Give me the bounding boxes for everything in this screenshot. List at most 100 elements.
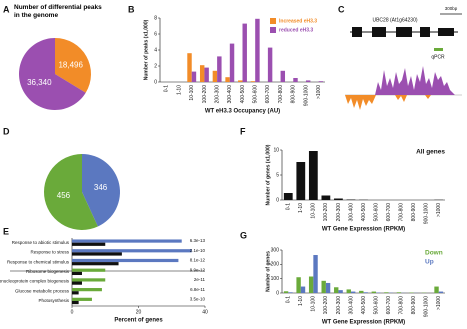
bar (321, 195, 331, 200)
bar (296, 162, 306, 200)
annotation: All genes (416, 149, 445, 156)
x-tick-label: 600-700 (265, 85, 271, 104)
x-tick-label: 1-10 (298, 296, 304, 306)
bar (396, 292, 402, 293)
x-tick-label: 300-400 (227, 85, 233, 104)
category-label: Response to chemical stimulus (7, 259, 70, 264)
bar (363, 292, 368, 293)
x-tick-label: 20 (136, 309, 142, 315)
bar (334, 287, 339, 293)
bar (255, 18, 260, 82)
bar (293, 78, 298, 82)
bar (308, 276, 314, 293)
bar (359, 290, 364, 293)
y-tick-label: 0 (276, 290, 279, 296)
bar (350, 291, 356, 293)
bar (72, 268, 106, 272)
bar (72, 271, 82, 276)
x-axis-label: WT Gene Expression (RPKM) (322, 227, 405, 233)
p-value: 8.1e-12 (190, 258, 206, 263)
panel-letter: C (338, 4, 345, 14)
x-axis-label: WT Gene Expression (RPKM) (322, 320, 405, 326)
legend-swatch (270, 27, 276, 33)
bar (242, 23, 247, 83)
p-value: 3.5e-10 (190, 297, 206, 302)
pie-slice (82, 154, 121, 227)
y-axis-label: Number of peaks (x1,000) (143, 19, 149, 80)
bar (334, 198, 343, 200)
x-tick-label: 600-700 (386, 203, 392, 222)
panel-letter: F (240, 126, 246, 136)
x-tick-label: 700-800 (398, 296, 404, 315)
bar (325, 282, 331, 293)
x-tick-label: 0-1 (286, 203, 292, 210)
x-tick-label: 500-600 (253, 85, 259, 104)
legend-swatch (270, 18, 276, 24)
bar (229, 43, 235, 82)
category-label: Ribonucleoprotein complex biogenesis (0, 279, 70, 284)
bar (250, 81, 256, 82)
gene-name: UBC28 (At1g64230) (372, 17, 417, 23)
x-tick-label: 500-600 (373, 203, 379, 222)
x-tick-label: 10-100 (189, 85, 195, 101)
y-tick-label: 8 (154, 15, 157, 21)
x-tick-label: 800-900 (411, 296, 417, 315)
panel-letter: E (3, 226, 9, 236)
bar (308, 151, 318, 200)
y-tick-label: 200 (271, 262, 280, 268)
x-tick-label: 0-1 (164, 85, 170, 92)
x-tick-label: 400-500 (361, 203, 367, 222)
x-tick-label: 100-200 (202, 85, 208, 104)
slice-label: 36,340 (27, 78, 52, 87)
x-tick-label: 0-1 (286, 296, 292, 303)
bar (187, 53, 192, 82)
legend-label: Up (425, 259, 434, 266)
y-tick-label: 100 (271, 276, 280, 282)
x-tick-label: 900-1000 (424, 296, 430, 317)
p-value: 2.1e-10 (190, 248, 206, 253)
bar (72, 249, 192, 253)
category-label: Photosynthesis (38, 298, 69, 303)
x-tick-label: 100-200 (323, 203, 329, 222)
bar (72, 278, 106, 282)
x-tick-label: 200-300 (214, 85, 220, 104)
qpcr-label: qPCR (431, 54, 445, 60)
x-axis-label: WT eH3.3 Occupancy (AU) (205, 109, 280, 115)
bar (296, 277, 301, 293)
x-tick-label: 700-800 (398, 203, 404, 222)
x-tick-label: 1-10 (176, 85, 182, 95)
bar (346, 289, 351, 293)
x-tick-label: 10-100 (311, 203, 317, 219)
x-tick-label: 300-400 (348, 296, 354, 315)
bar (204, 67, 209, 82)
bar (72, 281, 82, 285)
x-tick-label: 800-900 (291, 85, 297, 104)
y-tick-label: 0 (276, 197, 279, 203)
p-value: 6.3e-13 (190, 238, 206, 243)
x-tick-label: 200-300 (336, 296, 342, 315)
bar (288, 292, 293, 293)
panel-letter: D (3, 126, 10, 136)
panel-letter: A (3, 4, 10, 14)
bar (72, 288, 102, 292)
bar (384, 292, 389, 293)
bar (321, 280, 326, 293)
y-tick-label: 0 (154, 79, 157, 85)
bar (217, 56, 222, 82)
pie-slice (44, 154, 98, 230)
y-axis-label: Number of genes (x1,000) (265, 144, 271, 205)
bar (72, 239, 182, 243)
bar (305, 80, 311, 82)
bar (280, 70, 286, 82)
slice-label: 456 (57, 191, 71, 200)
legend-label: reduced eH3.3 (279, 27, 313, 33)
x-tick-label: 40 (202, 309, 208, 315)
y-tick-label: 10 (273, 147, 279, 153)
category-label: Ribosome biogenesis (26, 269, 70, 274)
bar (300, 286, 306, 293)
y-axis-label: Number of genes (265, 251, 271, 292)
bar (371, 291, 377, 293)
bar (212, 70, 218, 82)
